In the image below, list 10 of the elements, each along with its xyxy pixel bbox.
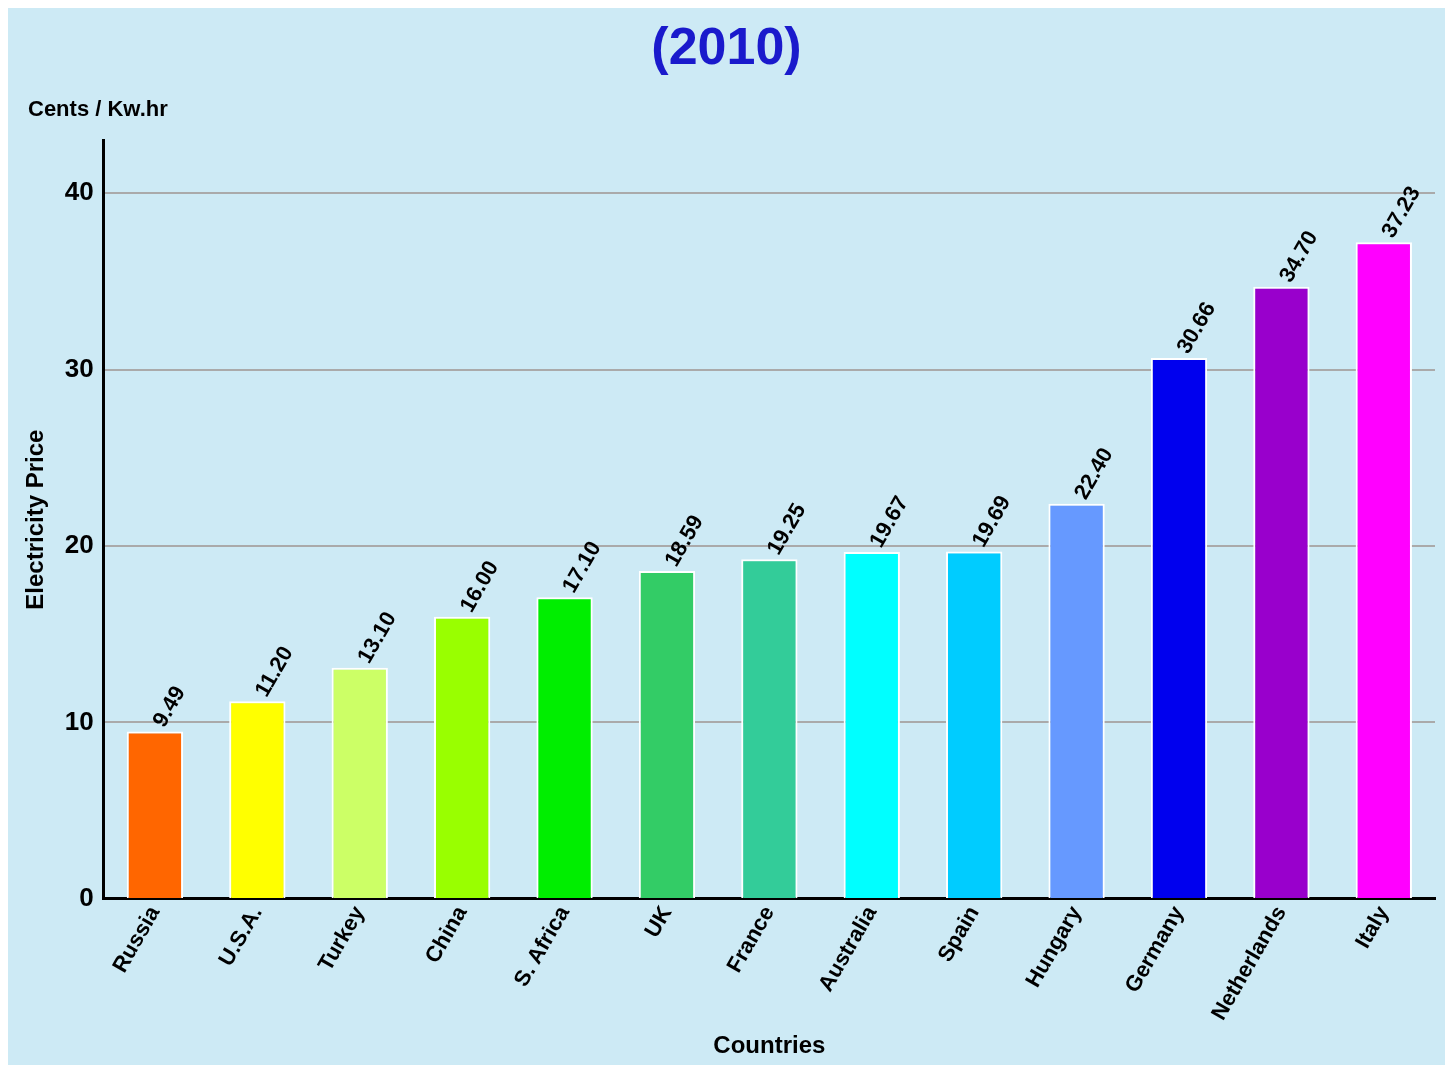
x-axis-title: Countries	[713, 1031, 826, 1059]
y-tick-label: 30	[64, 352, 94, 383]
chart-title: (2010)	[651, 16, 802, 75]
x-tick-label: UK	[639, 901, 677, 942]
text: Cents / Kw.hr	[28, 96, 169, 122]
y-tick-label: 20	[64, 529, 94, 560]
y-tick-label: 0	[79, 882, 94, 913]
y-axis-title: Electricity Price	[21, 429, 49, 610]
y-tick-label: 10	[64, 705, 94, 736]
y-tick-label: 40	[64, 176, 94, 207]
